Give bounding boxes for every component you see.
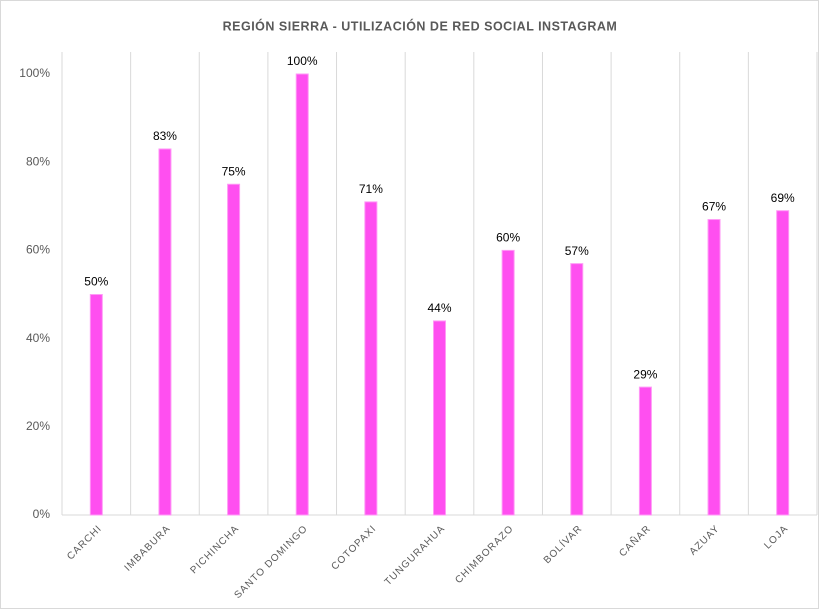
bar bbox=[158, 148, 172, 516]
data-label: 60% bbox=[496, 231, 520, 245]
y-tick-label: 100% bbox=[19, 66, 50, 80]
bar bbox=[364, 201, 378, 516]
y-tick-label: 60% bbox=[26, 243, 50, 257]
bar bbox=[433, 320, 446, 516]
bar bbox=[89, 294, 103, 516]
data-label: 83% bbox=[153, 129, 177, 143]
data-label: 67% bbox=[702, 200, 726, 214]
data-label: 100% bbox=[287, 54, 318, 68]
data-label: 29% bbox=[633, 367, 657, 381]
data-label: 50% bbox=[84, 275, 108, 289]
y-tick-label: 0% bbox=[33, 507, 51, 521]
y-tick-label: 20% bbox=[26, 419, 50, 433]
bar bbox=[638, 386, 652, 516]
data-label: 57% bbox=[565, 244, 589, 258]
bar bbox=[570, 263, 584, 516]
bar bbox=[501, 249, 515, 516]
data-label: 44% bbox=[427, 301, 451, 315]
bar bbox=[707, 219, 721, 516]
bar bbox=[776, 210, 790, 516]
y-tick-label: 80% bbox=[26, 154, 50, 168]
data-label: 69% bbox=[771, 191, 795, 205]
bar bbox=[295, 73, 309, 516]
chart-title: REGIÓN SIERRA - UTILIZACIÓN DE RED SOCIA… bbox=[223, 18, 618, 33]
y-tick-label: 40% bbox=[26, 331, 50, 345]
data-label: 75% bbox=[222, 164, 246, 178]
data-label: 71% bbox=[359, 182, 383, 196]
bar bbox=[227, 183, 241, 516]
